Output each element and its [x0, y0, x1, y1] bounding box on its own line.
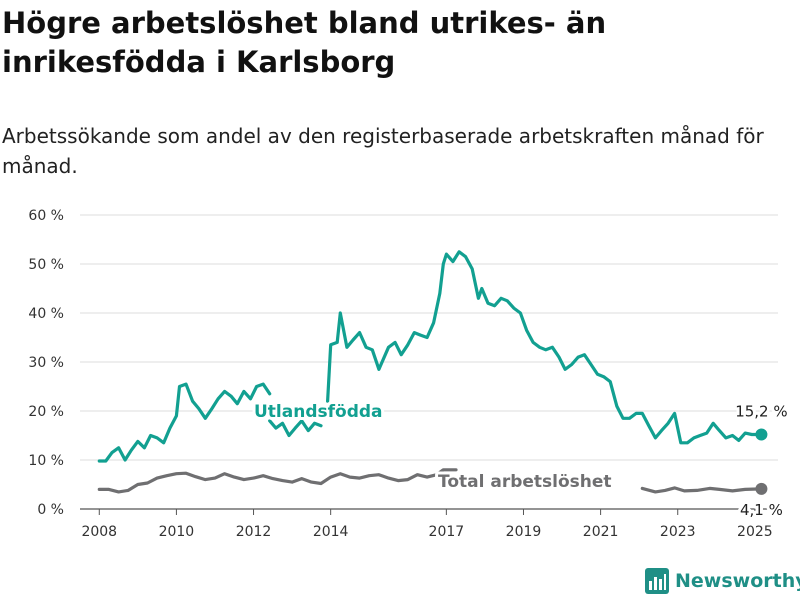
- y-tick-label: 50 %: [28, 257, 64, 273]
- x-tick-label: 2010: [159, 524, 195, 540]
- series-label-total: Total arbetslöshet: [438, 472, 612, 492]
- chart-subtitle: Arbetssökande som andel av den registerb…: [2, 124, 764, 178]
- series-line-utlandsfodda: [97, 382, 272, 463]
- x-tick-label: 2025: [737, 524, 773, 540]
- x-tick-label: 2023: [660, 524, 696, 540]
- y-tick-label: 30 %: [28, 355, 64, 371]
- bar-chart-icon: [645, 568, 669, 594]
- x-tick-label: 2012: [236, 524, 272, 540]
- label-layer: Utlandsfödda Total arbetslöshet 15,2 % 4,1 …: [251, 399, 791, 522]
- grid-layer: [80, 214, 778, 510]
- y-tick-label: 10 %: [28, 453, 64, 469]
- end-label-total: 4,1 %: [740, 501, 783, 519]
- y-tick-label: 60 %: [28, 208, 64, 224]
- x-tick-label: 2008: [81, 524, 117, 540]
- y-tick-label: 40 %: [28, 306, 64, 322]
- series-line-total: [640, 486, 763, 494]
- series-line-utlandsfodda: [326, 250, 763, 445]
- x-tick-label: 2019: [506, 524, 542, 540]
- end-point-utlandsfodda: [755, 428, 768, 441]
- series-layer: [97, 250, 768, 495]
- x-tick-label: 2017: [429, 524, 465, 540]
- line-chart: 0 % 10 % 20 % 30 % 40 % 50 % 60 % 2008 2010 2012 2…: [28, 208, 791, 540]
- axis-layer: 0 % 10 % 20 % 30 % 40 % 50 % 60 % 2008 2010 2012 2…: [28, 208, 772, 540]
- brand-name: Newsworthy: [675, 570, 800, 592]
- x-tick-label: 2021: [583, 524, 619, 540]
- series-label-utlandsfodda: Utlandsfödda: [254, 402, 383, 422]
- end-point-total: [755, 482, 768, 495]
- chart-title: Högre arbetslöshet bland utrikes- än inr…: [2, 6, 607, 79]
- end-label-utlandsfodda: 15,2 %: [735, 403, 787, 421]
- y-tick-label: 20 %: [28, 404, 64, 420]
- brand-logo: Newsworthy: [645, 568, 800, 594]
- x-tick-label: 2014: [313, 524, 349, 540]
- series-line-total: [97, 468, 458, 494]
- series-line-utlandsfodda: [268, 419, 323, 438]
- y-tick-label: 0 %: [37, 502, 64, 518]
